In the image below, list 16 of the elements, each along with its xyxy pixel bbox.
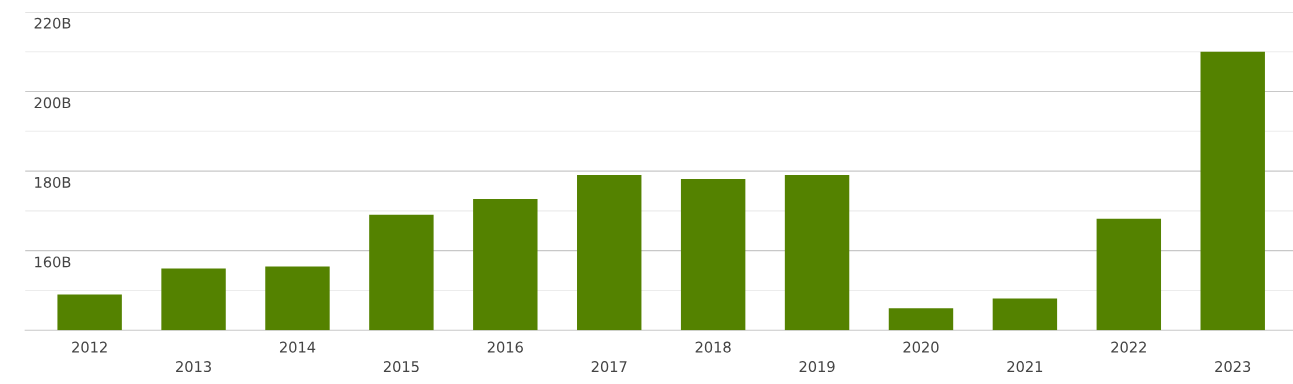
x-tick-label: 2016: [487, 341, 523, 353]
x-tick-label: 2021: [1007, 361, 1043, 373]
x-tick-label: 2020: [903, 341, 939, 353]
y-tick-label: 200B: [34, 97, 71, 109]
x-tick-label: 2017: [591, 361, 627, 373]
x-tick-label: 2013: [176, 361, 211, 373]
x-tick-label: 2023: [1215, 361, 1251, 373]
x-tick-label: 2022: [1111, 341, 1146, 353]
x-tick-label: 2012: [72, 341, 107, 353]
y-tick-label: 160B: [35, 256, 71, 268]
x-tick-label: 2015: [383, 361, 419, 373]
y-tick-label: 180B: [35, 176, 71, 188]
x-tick-label: 2019: [799, 361, 835, 373]
y-tick-label: 220B: [34, 17, 71, 29]
x-tick-label: 2018: [695, 341, 731, 353]
x-tick-label: 2014: [279, 341, 316, 353]
